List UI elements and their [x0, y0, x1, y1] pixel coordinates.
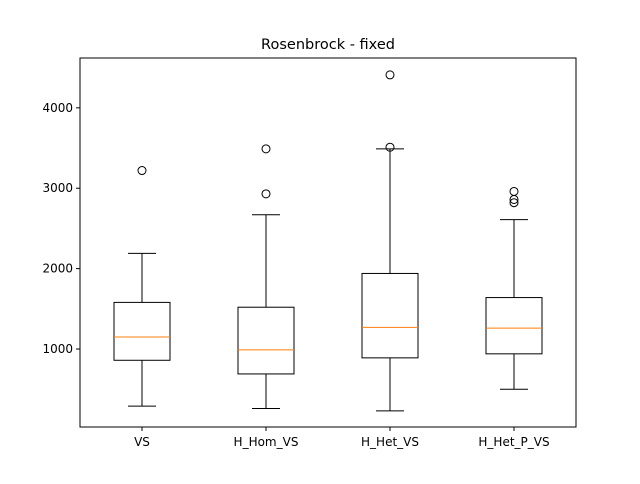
chart-title: Rosenbrock - fixed [261, 37, 395, 53]
outlier-point [509, 186, 519, 196]
outlier-point [385, 142, 395, 152]
x-tick-label: H_Het_VS [361, 435, 419, 449]
outlier-point [385, 70, 395, 80]
outlier-point [509, 198, 519, 208]
y-tick-label: 1000 [42, 342, 73, 356]
y-axis: 1000 2000 3000 4000 [42, 101, 80, 356]
x-tick-label: H_Hom_VS [234, 435, 299, 449]
y-tick-label: 4000 [42, 101, 73, 115]
iqr-box [237, 306, 295, 375]
y-tick-label: 3000 [42, 181, 73, 195]
x-tick-label: H_Het_P_VS [478, 435, 549, 449]
iqr-box [485, 297, 543, 355]
x-axis: VS H_Hom_VS H_Het_VS H_Het_P_VS [134, 427, 550, 449]
iqr-box [361, 272, 419, 359]
outlier-point [261, 189, 271, 199]
box-group-h-hom-vs [237, 144, 295, 410]
iqr-box [113, 301, 171, 361]
box-group-vs [113, 166, 171, 407]
outlier-point [261, 144, 271, 154]
outlier-point [137, 166, 147, 176]
boxes [113, 70, 543, 412]
plot-area-frame [79, 57, 577, 428]
x-tick-label: VS [134, 435, 150, 449]
box-group-h-het-vs [361, 70, 419, 412]
y-tick-label: 2000 [42, 262, 73, 276]
box-group-h-het-p-vs [485, 186, 543, 390]
